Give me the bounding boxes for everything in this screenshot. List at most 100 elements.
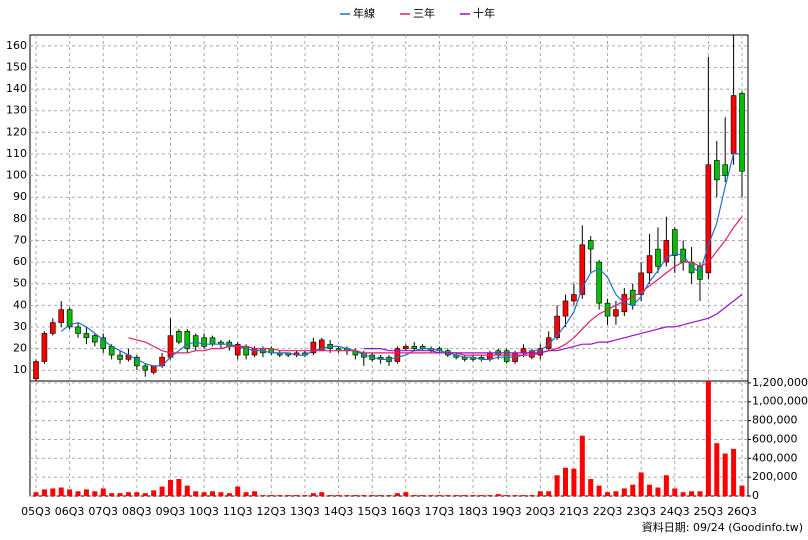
moving-average-line: [60, 153, 742, 367]
volume-bar: [411, 495, 417, 496]
candle-body: [92, 335, 98, 343]
volume-bar: [588, 479, 594, 496]
volume-bar: [142, 493, 148, 496]
volume-bar: [563, 467, 568, 496]
x-tick-label: 15Q3: [357, 505, 387, 518]
volume-bar: [92, 491, 98, 496]
candle-body: [613, 309, 619, 317]
legend-label: 年線: [353, 6, 375, 20]
volume-bar: [302, 495, 308, 496]
volume-bar: [193, 491, 199, 496]
x-tick-label: 18Q3: [458, 505, 488, 518]
candle-body: [638, 272, 644, 295]
volume-bar: [33, 492, 39, 496]
y-tick-label: 90: [13, 190, 27, 203]
volume-bar: [680, 492, 686, 496]
volume-bar: [470, 495, 476, 496]
x-tick-label: 19Q3: [492, 505, 522, 518]
volume-bar: [361, 495, 367, 496]
x-tick-label: 12Q3: [257, 505, 287, 518]
volume-bar: [159, 486, 165, 496]
x-tick-label: 16Q3: [391, 505, 421, 518]
y2-tick-label: 800,000: [752, 414, 798, 427]
volume-bar: [638, 472, 644, 496]
candle-body: [150, 365, 157, 373]
volume-bar: [697, 491, 703, 496]
candle-body: [403, 346, 409, 349]
y-tick-label: 10: [13, 363, 27, 376]
volume-bar: [319, 492, 325, 496]
y-tick-label: 140: [6, 82, 27, 95]
volume-bar: [445, 495, 451, 496]
candle-body: [209, 337, 216, 345]
volume-bar: [109, 493, 115, 496]
volume-bar: [67, 489, 73, 496]
volume-bar: [252, 491, 258, 496]
volume-bar: [520, 495, 526, 496]
candle-body: [251, 348, 258, 356]
moving-average-line: [363, 294, 743, 354]
volume-bar: [403, 492, 409, 496]
volume-bar: [184, 485, 190, 496]
volume-bar: [739, 485, 745, 496]
volume-bar: [378, 495, 384, 496]
candle-body: [201, 337, 207, 347]
y-tick-label: 100: [6, 169, 27, 182]
candle-body: [722, 164, 728, 176]
x-tick-label: 25Q3: [694, 505, 724, 518]
candle-body: [554, 315, 560, 339]
volume-bar: [100, 488, 106, 496]
candle-body: [739, 93, 745, 172]
volume-bar: [226, 493, 232, 496]
candle-body: [596, 261, 602, 304]
volume-bar: [428, 495, 434, 496]
candle-body: [184, 330, 191, 349]
volume-bar: [705, 381, 711, 496]
y2-tick-label: 1,200,000: [752, 376, 808, 389]
volume-bar: [327, 495, 333, 496]
y-tick-label: 60: [13, 255, 27, 268]
candle-body: [33, 361, 39, 380]
plot-frame: [29, 34, 749, 497]
volume-bar: [462, 495, 468, 496]
volume-bar: [336, 495, 342, 496]
volume-bar: [344, 495, 350, 496]
volume-bar: [394, 493, 400, 496]
volume-bar: [268, 495, 274, 496]
x-tick-label: 26Q3: [727, 505, 757, 518]
x-tick-label: 10Q3: [189, 505, 219, 518]
y-tick-label: 150: [6, 60, 27, 73]
volume-bar: [571, 468, 577, 496]
volume-bar: [579, 435, 585, 496]
y-tick-label: 50: [13, 277, 27, 290]
legend-label: 三年: [413, 6, 435, 20]
volume-bar: [731, 448, 737, 496]
candle-body: [134, 356, 140, 367]
candle-body: [117, 354, 123, 360]
candle-body: [234, 343, 241, 356]
volume-bar: [167, 479, 173, 496]
volume-bar: [310, 493, 316, 496]
volume-bar: [647, 484, 653, 496]
volume-bar: [369, 495, 375, 496]
x-tick-label: 20Q3: [525, 505, 555, 518]
candle-body: [411, 346, 418, 349]
volume-bar: [495, 494, 501, 496]
candle-body: [176, 330, 182, 343]
candle-body: [66, 309, 73, 328]
moving-average-line: [128, 216, 743, 356]
candle-body: [50, 322, 56, 334]
candle-body: [705, 164, 712, 274]
candle-body: [192, 335, 199, 347]
volume-bar: [50, 488, 56, 496]
volume-bar: [386, 495, 392, 496]
candle-body: [713, 160, 720, 181]
volume-bar: [605, 492, 611, 496]
volume-bar: [83, 489, 89, 496]
y-tick-label: 30: [13, 320, 27, 333]
volume-bar: [243, 492, 249, 496]
candle-body: [41, 333, 48, 362]
volume-bar: [512, 495, 518, 496]
candle-body: [579, 244, 586, 295]
